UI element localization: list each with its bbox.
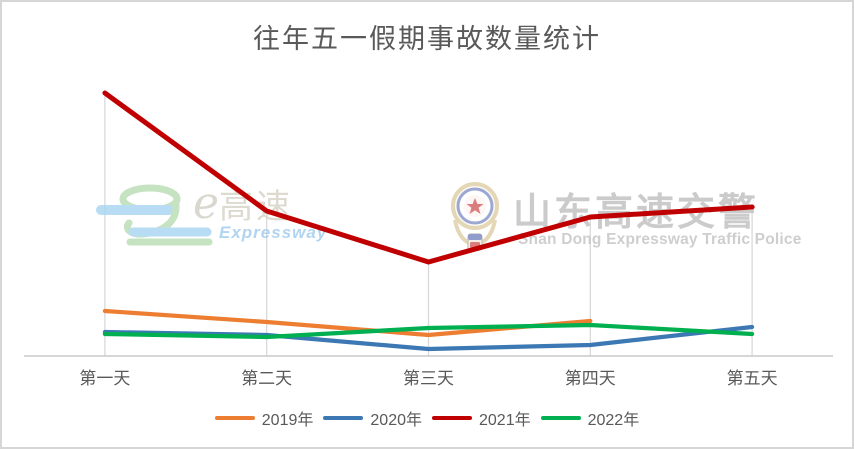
legend-line-swatch: [323, 416, 364, 420]
traffic-police-subtitle: Shan Dong Expressway Traffic Police: [518, 231, 802, 248]
watermark-e-expressway: e高速 Expressway: [95, 178, 345, 250]
legend-line-swatch: [214, 416, 255, 420]
x-axis-label-5: 第五天: [726, 369, 778, 388]
legend-item-2022年: 2022年: [540, 406, 640, 430]
e-expressway-logo-text: e高速: [193, 178, 293, 229]
x-axis-label-1: 第一天: [79, 369, 131, 388]
legend-label: 2021年: [479, 412, 531, 429]
e-expressway-logo-cn: 高速: [219, 188, 294, 226]
e-expressway-logo-letter: e: [193, 178, 220, 229]
x-axis-label-2: 第二天: [241, 369, 293, 388]
legend-label: 2020年: [370, 412, 422, 429]
e-expressway-logo-icon: [96, 184, 213, 246]
x-axis-label-3: 第三天: [403, 369, 454, 388]
legend: 2019年 2020年 2021年 2022年: [2, 406, 852, 430]
legend-line-swatch: [432, 416, 472, 420]
legend-label: 2022年: [587, 412, 640, 429]
legend-item-2019年: 2019年: [214, 406, 314, 430]
chart-title: 往年五一假期事故数量统计: [253, 24, 601, 54]
series-line-2021年: [102, 90, 755, 265]
series-line-2022年: [102, 322, 755, 340]
legend-item-2021年: 2021年: [432, 406, 531, 430]
e-expressway-subtitle: Expressway: [219, 223, 328, 242]
legend-item-2020年: 2020年: [323, 406, 422, 430]
legend-line-swatch: [540, 416, 581, 420]
legend-label: 2019年: [261, 412, 314, 429]
x-axis-label-4: 第四天: [564, 369, 616, 388]
